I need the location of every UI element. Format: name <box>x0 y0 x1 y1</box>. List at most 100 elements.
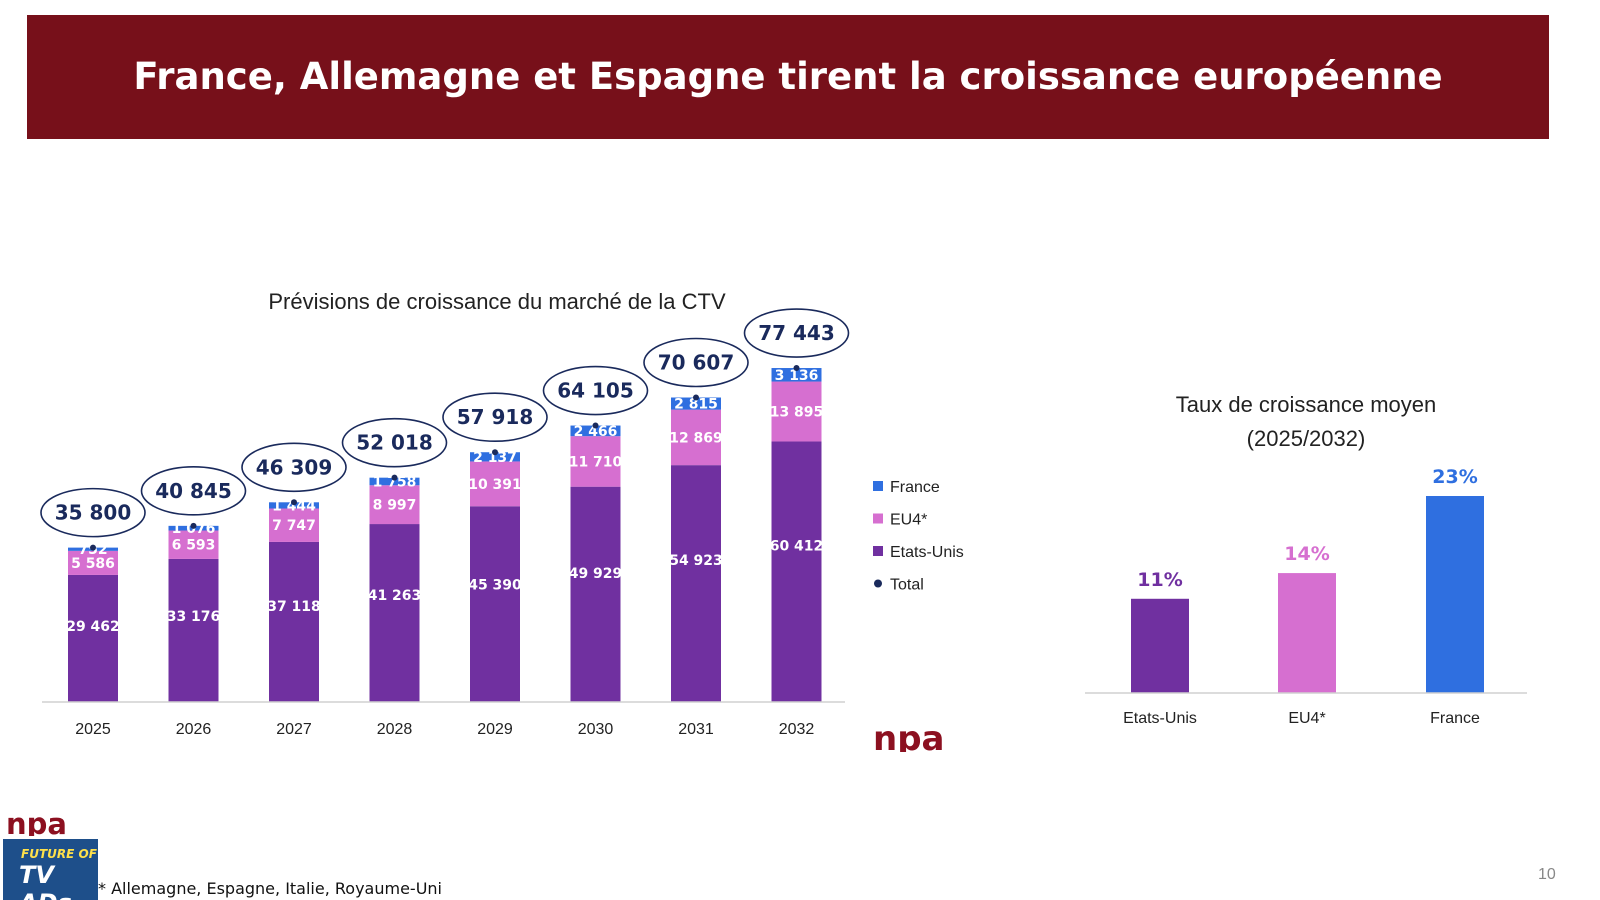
total-label-2032: 77 443 <box>758 321 835 345</box>
bar-label-france-2029: 2 137 <box>473 450 517 466</box>
legend-swatch-etatsunis <box>873 546 883 556</box>
growth-value-france: 23% <box>1432 466 1477 488</box>
bar-segment-etatsunis-2026 <box>168 558 219 702</box>
legend-swatch-eu4 <box>873 513 883 524</box>
bar-label-eu4-2031: 12 869 <box>669 430 723 446</box>
legend-label-total: Total <box>890 577 924 594</box>
future-of-tv-ads-badge: FUTURE OF TV ADs <box>3 839 98 900</box>
bar-segment-etatsunis-2031 <box>671 465 721 702</box>
bar-label-eu4-2032: 13 895 <box>770 405 824 421</box>
bar-segment-france-2030 <box>570 425 621 437</box>
bar-label-eu4-2028: 8 997 <box>373 498 417 514</box>
bar-segment-eu4-2032 <box>771 381 822 442</box>
bar-segment-etatsunis-2025 <box>68 574 118 702</box>
total-ellipse-2032 <box>743 308 850 358</box>
bar-segment-eu4-2027 <box>269 508 319 542</box>
bar-segment-eu4-2029 <box>470 461 520 507</box>
bar-segment-eu4-2031 <box>671 409 721 466</box>
bar-segment-eu4-2026 <box>168 530 219 559</box>
npa-logo-small-text: npa <box>6 812 67 836</box>
total-label-2026: 40 845 <box>155 479 232 503</box>
title-banner: France, Allemagne et Espagne tirent la c… <box>27 15 1549 139</box>
bar-segment-france-2029 <box>470 452 520 462</box>
bar-segment-eu4-2025 <box>68 550 118 575</box>
total-marker-2030 <box>592 422 599 429</box>
legend-label-france: France <box>890 479 940 496</box>
bar-label-eu4-2029: 10 391 <box>468 477 522 493</box>
x-tick-label-2026: 2026 <box>176 721 212 738</box>
stacked-chart-title: Prévisions de croissance du marché de la… <box>268 289 726 314</box>
total-ellipse-2027 <box>241 442 347 493</box>
bar-label-etatsunis-2031: 54 923 <box>669 553 723 569</box>
bar-segment-eu4-2028 <box>369 485 420 525</box>
x-tick-label-2028: 2028 <box>377 721 413 738</box>
bar-segment-france-2027 <box>269 502 319 509</box>
total-label-2029: 57 918 <box>457 405 534 429</box>
bar-segment-eu4-2030 <box>570 436 621 487</box>
total-ellipse-2031 <box>643 337 749 388</box>
bar-label-france-2031: 2 815 <box>674 397 718 413</box>
bar-label-etatsunis-2029: 45 390 <box>468 578 522 594</box>
legend-label-etatsunis: Etats-Unis <box>890 544 964 561</box>
total-marker-2028 <box>391 474 398 481</box>
growth-bar-etatsunis <box>1131 598 1189 693</box>
legend-marker-total <box>874 579 882 588</box>
bar-label-france-2032: 3 136 <box>775 368 819 384</box>
total-ellipse-2026 <box>140 466 247 516</box>
footnote: * Allemagne, Espagne, Italie, Royaume-Un… <box>98 879 442 898</box>
npa-logo: npa <box>873 724 945 752</box>
total-marker-2027 <box>291 499 297 506</box>
npa-logo-small: npa <box>6 812 67 836</box>
x-tick-label-2027: 2027 <box>276 721 312 738</box>
total-label-2025: 35 800 <box>55 501 132 525</box>
page-number: 10 <box>1538 866 1556 883</box>
x-tick-label-2031: 2031 <box>678 721 714 738</box>
bar-label-france-2027: 1 444 <box>272 498 316 514</box>
total-marker-2032 <box>793 365 800 372</box>
badge-line2: TV ADs <box>19 861 72 900</box>
bar-label-eu4-2025: 5 586 <box>71 556 115 572</box>
total-marker-2029 <box>492 449 498 456</box>
bar-label-eu4-2030: 11 710 <box>569 454 623 470</box>
growth-value-etatsunis: 11% <box>1137 569 1182 591</box>
total-ellipse-2025 <box>40 487 146 538</box>
legend-label-eu4: EU4* <box>890 512 927 529</box>
total-marker-2026 <box>190 522 197 529</box>
growth-bar-eu4 <box>1278 573 1336 693</box>
total-ellipse-2029 <box>442 392 548 443</box>
total-ellipse-2030 <box>542 365 649 416</box>
total-label-2027: 46 309 <box>256 455 333 479</box>
growth-category-eu4: EU4* <box>1288 710 1325 727</box>
growth-chart-title-line2: (2025/2032) <box>1247 426 1366 451</box>
bar-segment-etatsunis-2029 <box>470 506 520 702</box>
bar-label-etatsunis-2025: 29 462 <box>66 619 120 635</box>
bar-label-france-2026: 1 076 <box>172 521 216 537</box>
x-tick-label-2030: 2030 <box>578 721 614 738</box>
bar-segment-france-2028 <box>369 477 420 486</box>
bar-segment-etatsunis-2032 <box>771 441 822 702</box>
bar-label-france-2028: 1 758 <box>373 474 417 490</box>
growth-bar-france <box>1426 496 1484 693</box>
total-marker-2025 <box>90 544 96 551</box>
total-label-2028: 52 018 <box>356 431 433 455</box>
legend-swatch-france <box>873 481 883 491</box>
total-label-2031: 70 607 <box>658 351 735 375</box>
bar-label-etatsunis-2032: 60 412 <box>770 539 824 555</box>
bar-segment-etatsunis-2028 <box>369 524 420 702</box>
x-tick-label-2025: 2025 <box>75 721 111 738</box>
growth-chart-title-line1: Taux de croissance moyen <box>1176 392 1436 417</box>
growth-value-eu4: 14% <box>1284 543 1329 565</box>
bar-label-france-2030: 2 466 <box>574 424 618 440</box>
total-label-2030: 64 105 <box>557 379 634 403</box>
npa-logo-text: npa <box>873 724 945 752</box>
badge-line1: FUTURE OF <box>21 847 97 861</box>
total-marker-2031 <box>693 394 699 401</box>
x-tick-label-2029: 2029 <box>477 721 513 738</box>
bar-label-eu4-2026: 6 593 <box>172 538 216 554</box>
total-ellipse-2028 <box>341 417 448 468</box>
bar-label-etatsunis-2026: 33 176 <box>167 609 221 625</box>
stacked-chart-legend: France EU4* Etats-Unis Total <box>873 479 964 594</box>
bar-label-etatsunis-2030: 49 929 <box>569 566 623 582</box>
growth-bars-group: 11% Etats-Unis 14% EU4* 23% France <box>1123 466 1484 727</box>
